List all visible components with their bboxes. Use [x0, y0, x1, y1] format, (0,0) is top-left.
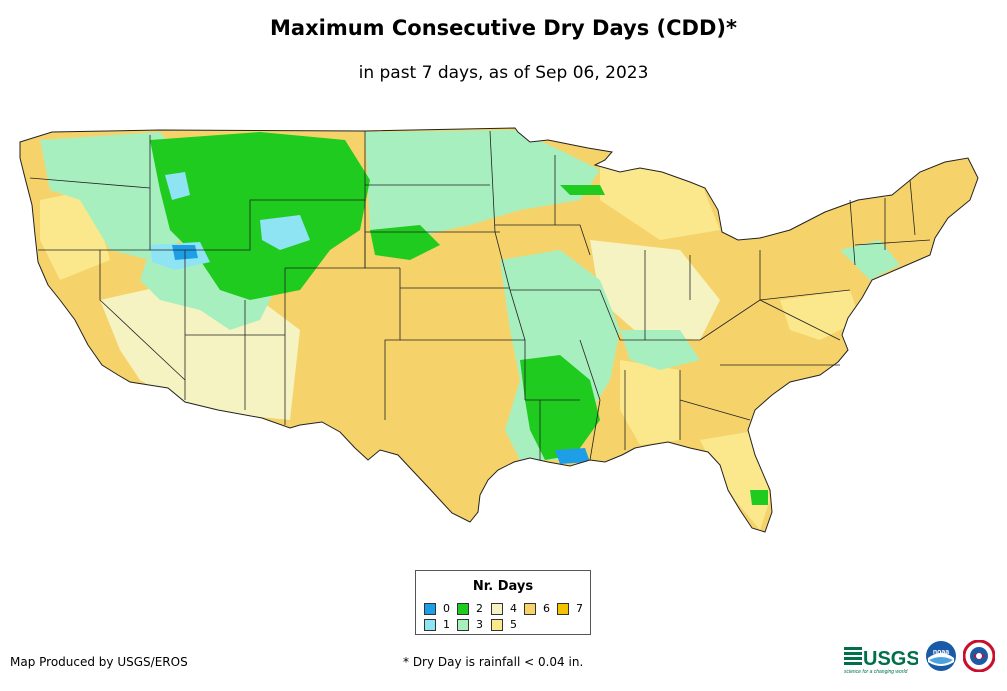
noaa-logo-text: noaa	[933, 649, 949, 656]
legend-swatch-5	[491, 618, 503, 631]
map-credit: Map Produced by USGS/EROS	[10, 655, 188, 669]
nws-logo	[963, 640, 995, 672]
legend-label-1: 1	[443, 618, 450, 631]
legend-swatch-4	[491, 602, 503, 615]
legend-item-4: 4	[491, 602, 517, 615]
legend-swatch-7	[557, 602, 569, 615]
legend-label-5: 5	[510, 618, 517, 631]
legend-swatch-1	[424, 618, 436, 631]
legend-item-2: 2	[457, 602, 483, 615]
legend-label-2: 2	[476, 602, 483, 615]
legend-label-7: 7	[576, 602, 583, 615]
usgs-logo: USGS science for a changing world	[844, 647, 918, 675]
map-subtitle: in past 7 days, as of Sep 06, 2023	[358, 63, 649, 83]
legend-label-6: 6	[543, 602, 550, 615]
legend-swatch-3	[457, 618, 469, 631]
legend-item-1: 1	[424, 618, 450, 631]
legend-label-3: 3	[476, 618, 483, 631]
legend-item-0: 0	[424, 602, 450, 615]
legend-item-3: 3	[457, 618, 483, 631]
noaa-logo: noaa	[926, 641, 956, 671]
dry-day-footnote: * Dry Day is rainfall < 0.04 in.	[403, 655, 584, 669]
legend-label-4: 4	[510, 602, 517, 615]
legend-item-6: 6	[524, 602, 550, 615]
legend-swatch-2	[457, 602, 469, 615]
legend-label-0: 0	[443, 602, 450, 615]
legend-swatch-0	[424, 602, 436, 615]
legend-item-7: 7	[557, 602, 583, 615]
usgs-logo-tagline: science for a changing world	[844, 669, 908, 675]
map-title: Maximum Consecutive Dry Days (CDD)*	[270, 16, 737, 40]
legend-swatch-6	[524, 602, 536, 615]
legend-title: Nr. Days	[472, 579, 534, 594]
usgs-logo-text: USGS	[863, 648, 918, 670]
legend: Nr. Days 0 1 2 3 4 5 6 7	[415, 570, 591, 635]
legend-item-5: 5	[491, 618, 517, 631]
